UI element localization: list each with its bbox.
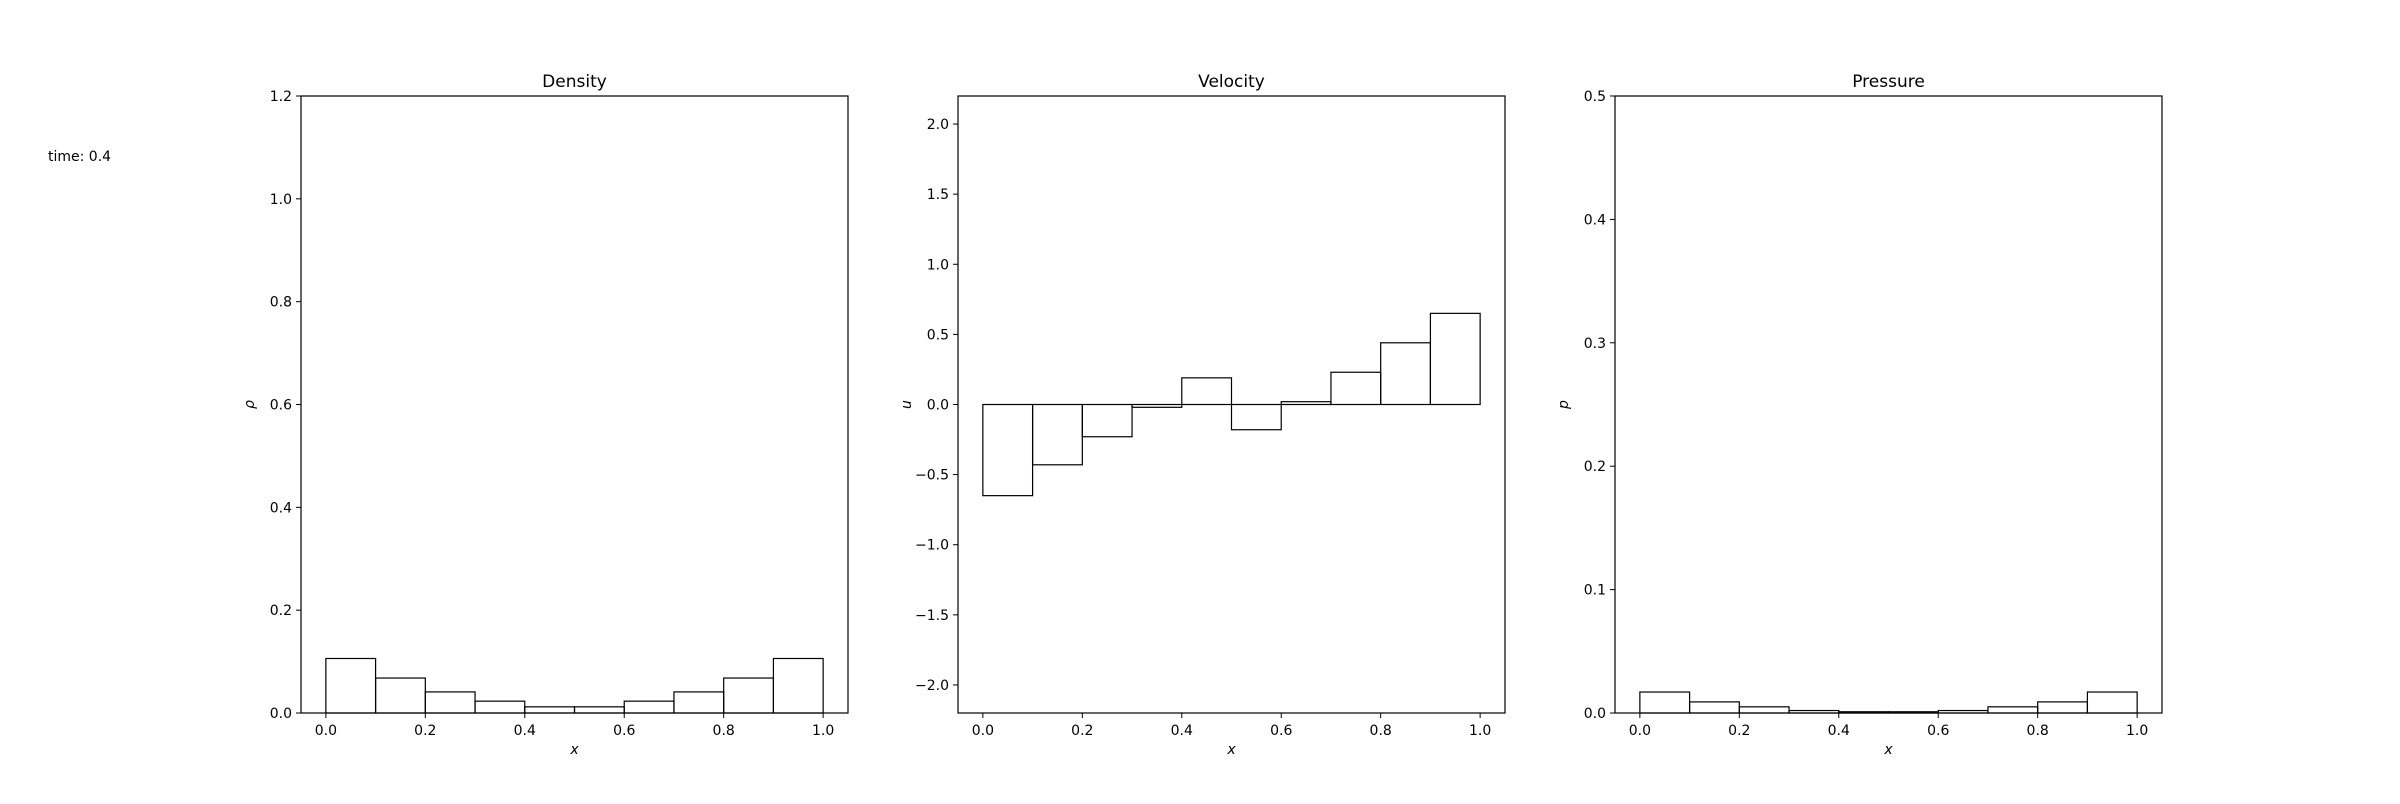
x-tick-label: 0.2 <box>414 723 436 739</box>
x-tick-label: 1.0 <box>1469 723 1491 739</box>
histogram-bar <box>673 691 725 714</box>
histogram-bar <box>1639 691 1691 714</box>
time-annotation: time: 0.4 <box>48 149 111 165</box>
histogram-bar <box>424 691 476 714</box>
x-tick-label: 0.2 <box>1071 723 1093 739</box>
x-tick-label: 0.4 <box>514 723 536 739</box>
histogram-bar <box>2086 691 2138 714</box>
x-axis-label: x <box>1883 742 1893 758</box>
x-tick-label: 0.8 <box>2027 723 2049 739</box>
histogram-bar <box>325 657 377 714</box>
y-tick-label: 1.0 <box>270 192 292 208</box>
x-tick-label: 0.8 <box>713 723 735 739</box>
chart-panel-velocity: 0.0 0.2 0.4 0.6 0.8 1.0 −2.0 −1.5 −1.0 −0.5 0.0 0.5… <box>899 72 1506 758</box>
x-tick-label: 0.4 <box>1828 723 1850 739</box>
y-tick-label: 0.0 <box>270 706 292 722</box>
histogram-bar <box>1380 342 1432 406</box>
y-tick-label: 0.4 <box>1584 212 1606 228</box>
y-tick-label: 0.0 <box>927 398 949 414</box>
y-tick-label: 1.0 <box>927 257 949 273</box>
y-tick-label: −1.0 <box>915 538 949 554</box>
histogram-bar <box>573 706 625 714</box>
histogram-bar <box>1429 312 1481 406</box>
x-tick-label: 0.0 <box>972 723 994 739</box>
histogram-bar <box>1131 403 1183 408</box>
axes-frame <box>1614 95 2163 714</box>
x-tick-label: 0.6 <box>1927 723 1949 739</box>
y-tick-label: 0.4 <box>270 500 292 516</box>
histogram-bar <box>1230 403 1282 431</box>
histogram-bar <box>1330 371 1382 406</box>
axes-frame <box>300 95 849 714</box>
chart-title: Pressure <box>1852 72 1925 92</box>
histogram-bar <box>772 657 824 714</box>
x-tick-label: 1.0 <box>2126 723 2148 739</box>
y-tick-label: 0.5 <box>1584 89 1606 105</box>
y-tick-label: 0.2 <box>270 603 292 619</box>
y-tick-label: 0.3 <box>1584 336 1606 352</box>
y-tick-label: 0.8 <box>270 295 292 311</box>
x-tick-label: 0.8 <box>1370 723 1392 739</box>
x-tick-label: 0.2 <box>1728 723 1750 739</box>
chart-panel-density: 0.0 0.2 0.4 0.6 0.8 1.0 0.0 0.2 0.4 0.6 0.8 1.0 1.2 D… <box>242 72 849 758</box>
x-tick-label: 0.0 <box>1629 723 1651 739</box>
y-tick-label: −1.5 <box>915 608 949 624</box>
x-tick-label: 0.6 <box>1270 723 1292 739</box>
histogram-bar <box>1081 403 1133 438</box>
y-tick-label: 0.1 <box>1584 583 1606 599</box>
y-tick-label: 0.2 <box>1584 459 1606 475</box>
y-axis-label: ρ <box>242 400 258 409</box>
y-tick-label: 0.6 <box>270 398 292 414</box>
histogram-bar <box>1181 377 1233 406</box>
histogram-bar <box>374 677 426 714</box>
x-tick-label: 0.6 <box>613 723 635 739</box>
y-tick-label: −2.0 <box>915 678 949 694</box>
y-tick-label: 2.0 <box>927 117 949 133</box>
histogram-bar <box>474 700 526 714</box>
chart-title: Density <box>542 72 607 92</box>
histogram-bar <box>1688 701 1740 714</box>
y-tick-label: 1.5 <box>927 187 949 203</box>
y-tick-label: 0.0 <box>1584 706 1606 722</box>
chart-panel-pressure: 0.0 0.2 0.4 0.6 0.8 1.0 0.0 0.1 0.2 0.3 0.4 0.5 Pres… <box>1556 72 2163 758</box>
y-tick-label: −0.5 <box>915 468 949 484</box>
x-tick-label: 0.4 <box>1171 723 1193 739</box>
histogram-bar <box>1987 706 2039 714</box>
histogram-bar <box>623 700 675 714</box>
chart-title: Velocity <box>1198 72 1265 92</box>
histogram-bar <box>723 677 775 714</box>
x-axis-label: x <box>1226 742 1236 758</box>
histogram-bar <box>524 706 576 714</box>
x-tick-label: 1.0 <box>812 723 834 739</box>
histogram-bar <box>2037 701 2089 714</box>
histogram-bar <box>1280 401 1332 406</box>
y-axis-label: u <box>899 400 915 409</box>
x-axis-label: x <box>569 742 579 758</box>
histogram-bar <box>1031 403 1083 466</box>
y-tick-label: 1.2 <box>270 89 292 105</box>
histogram-bar <box>1738 706 1790 714</box>
y-tick-label: 0.5 <box>927 327 949 343</box>
histogram-bar <box>982 403 1034 497</box>
x-tick-label: 0.0 <box>315 723 337 739</box>
y-axis-label: p <box>1556 400 1572 410</box>
